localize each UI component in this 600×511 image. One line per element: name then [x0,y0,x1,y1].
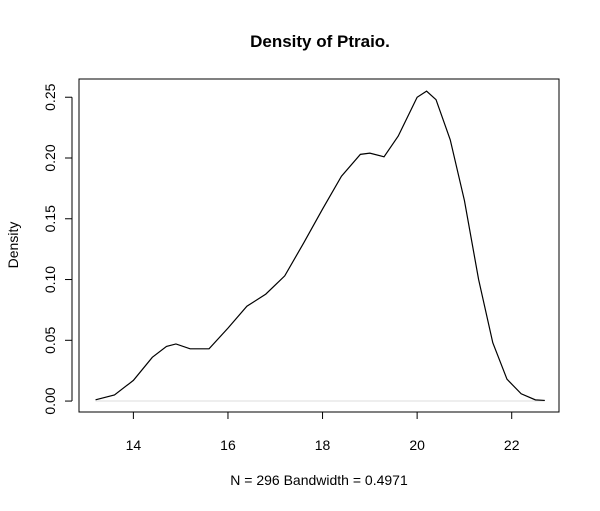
x-axis: 14 16 18 20 22 [126,411,520,453]
density-curve [95,90,545,402]
x-axis-label: N = 296 Bandwidth = 0.4971 [230,472,408,488]
y-tick-label: 0.25 [42,83,58,110]
plot-frame [78,78,560,413]
y-axis-label: Density [5,222,21,269]
y-tick-label: 0.10 [42,266,58,293]
x-tick-label: 20 [409,437,425,453]
x-tick-label: 18 [315,437,331,453]
y-axis: 0.00 0.05 0.10 0.15 0.20 0.25 [42,83,73,415]
x-tick-label: 14 [126,437,142,453]
y-tick-label: 0.00 [42,387,58,414]
y-tick-label: 0.15 [42,205,58,232]
y-tick-label: 0.20 [42,144,58,171]
x-tick-label: 16 [220,437,236,453]
x-tick-label: 22 [504,437,520,453]
y-tick-label: 0.05 [42,326,58,353]
chart-title: Density of Ptraio. [250,32,390,51]
